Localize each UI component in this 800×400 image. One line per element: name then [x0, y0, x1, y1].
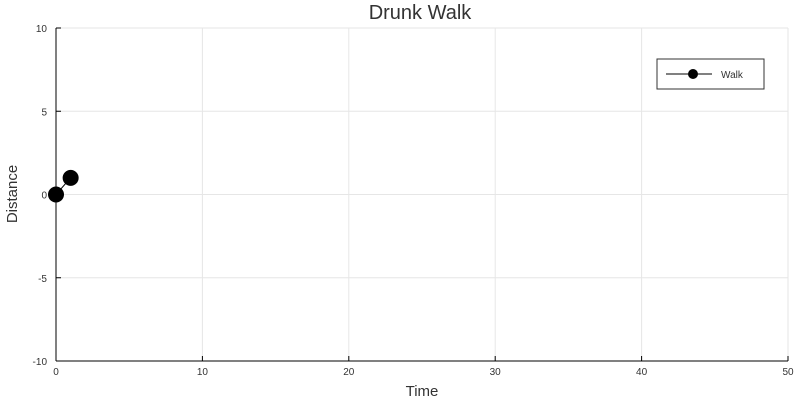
- y-tick-label: 10: [36, 24, 48, 35]
- x-tick-label: 20: [343, 367, 355, 378]
- y-tick-label: -5: [38, 274, 47, 285]
- chart-title: Drunk Walk: [369, 2, 473, 24]
- data-point: [62, 169, 79, 186]
- y-tick-label: 0: [41, 191, 47, 202]
- legend-label-walk: Walk: [721, 70, 744, 81]
- plot-series: [48, 169, 79, 203]
- x-tick-label: 0: [53, 367, 59, 378]
- x-tick-label: 50: [782, 367, 794, 378]
- x-axis-label: Time: [406, 383, 439, 400]
- y-tick-label: 5: [41, 107, 47, 118]
- data-point: [48, 186, 64, 203]
- x-tick-label: 30: [490, 367, 502, 378]
- x-ticks: 0 10 20 30 40 50: [53, 356, 794, 378]
- legend: Walk: [656, 58, 765, 90]
- y-axis-label: Distance: [4, 165, 21, 223]
- x-tick-label: 40: [636, 367, 648, 378]
- y-tick-label: -10: [33, 357, 48, 368]
- x-tick-label: 10: [197, 367, 209, 378]
- legend-marker-walk: [688, 69, 698, 79]
